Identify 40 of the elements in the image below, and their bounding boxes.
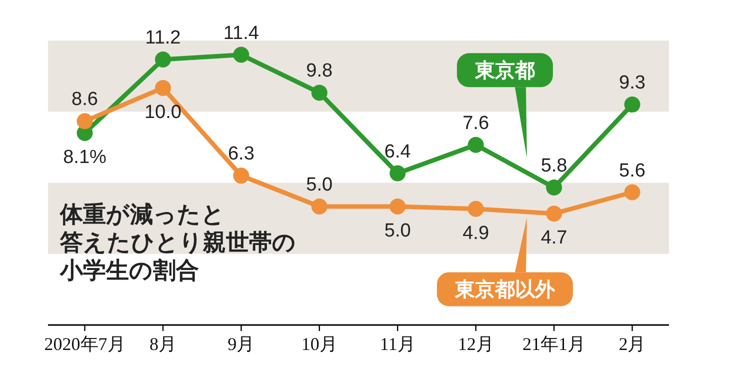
x-tick-label: 9月 (228, 334, 255, 354)
point (233, 168, 250, 184)
data-label: 9.8 (306, 60, 333, 82)
data-label: 7.6 (462, 112, 490, 134)
title: 体重が減ったと答えたひとり親世帯の小学生の割合 (60, 201, 296, 283)
point (468, 136, 484, 153)
data-label: 5.8 (540, 156, 568, 177)
x-tick-label: 21年1月 (522, 334, 586, 354)
data-label: 5.6 (619, 160, 646, 182)
data-label: 5.0 (306, 174, 333, 196)
x-tick-label: 10月 (301, 334, 338, 354)
x-tick-label: 8月 (149, 334, 176, 354)
point (76, 113, 93, 130)
data-label: 6.4 (384, 141, 412, 162)
x-tick-label: 2月 (618, 334, 646, 354)
x-tick-label: 11月 (380, 334, 416, 354)
point (233, 46, 250, 63)
point (546, 180, 562, 196)
data-label: 8.1% (63, 147, 107, 168)
data-label: 11.2 (145, 28, 181, 49)
point (390, 198, 406, 214)
point (546, 206, 562, 222)
point (468, 200, 484, 217)
data-label: 6.3 (228, 144, 254, 165)
point (154, 80, 171, 96)
x-tick-label: 12月 (458, 334, 494, 354)
data-label: 9.3 (619, 72, 646, 94)
data-label: 11.4 (223, 22, 260, 44)
data-label: 8.6 (72, 89, 98, 110)
data-label: 4.7 (540, 228, 568, 249)
point (624, 96, 640, 113)
point (390, 165, 406, 182)
point (154, 52, 171, 68)
data-label: 5.0 (384, 220, 411, 242)
x-tick-label: 2020年7月 (44, 334, 126, 354)
data-label: 4.9 (462, 222, 490, 244)
point (311, 84, 328, 101)
data-label: 10.0 (144, 102, 182, 123)
point (624, 184, 640, 200)
point (311, 198, 328, 214)
